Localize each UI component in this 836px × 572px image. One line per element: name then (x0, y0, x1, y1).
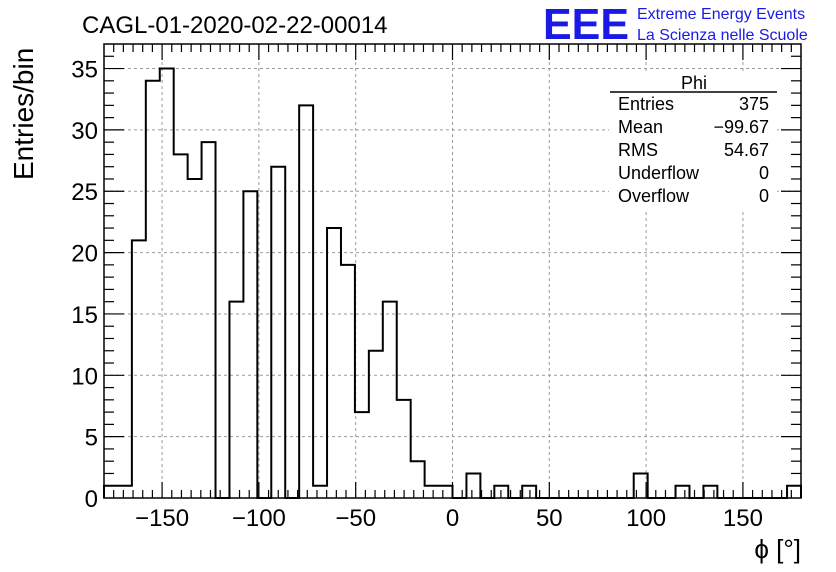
histogram-bin (271, 167, 285, 498)
histogram-bin (397, 400, 411, 498)
grid-lines (104, 44, 801, 498)
y-tick-label: 0 (85, 486, 98, 513)
histogram-bin (132, 240, 146, 498)
histogram-bin (383, 302, 397, 498)
stats-row-label: RMS (618, 140, 658, 160)
stats-row-value: 0 (759, 163, 769, 183)
histogram-bin (369, 351, 383, 498)
x-axis-label: ϕ [°] (754, 534, 801, 564)
stats-row-label: Overflow (618, 186, 690, 206)
histogram-bin (313, 486, 327, 498)
histogram-bin (676, 486, 690, 498)
histogram-bin (229, 302, 243, 498)
histogram-bin (522, 486, 536, 498)
x-tick-label: 50 (536, 505, 563, 532)
y-axis-label: Entries/bin (8, 48, 39, 180)
y-tick-label: 25 (71, 179, 98, 206)
x-tick-label: 150 (723, 505, 763, 532)
y-tick-label: 10 (71, 363, 98, 390)
stats-row-label: Underflow (618, 163, 700, 183)
logo-line-1: Extreme Energy Events (637, 6, 805, 23)
stats-row-value: −99.67 (713, 117, 769, 137)
x-tick-label: −50 (335, 505, 376, 532)
histogram-bin (411, 461, 425, 498)
stats-row-label: Mean (618, 117, 663, 137)
y-tick-label: 15 (71, 302, 98, 329)
histogram-bin (466, 473, 480, 498)
histogram-bin (787, 486, 801, 498)
stats-box-background (609, 72, 777, 210)
histogram-bin (118, 486, 132, 498)
y-tick-labels: 0 5 10 15 20 25 30 35 (71, 57, 98, 513)
eee-logo-letters: EEE (543, 0, 629, 49)
histogram-bin (425, 486, 439, 498)
histogram-bin (327, 228, 341, 498)
x-tick-label: −150 (135, 505, 189, 532)
y-tick-label: 30 (71, 118, 98, 145)
histogram-bin (243, 191, 257, 498)
histogram-bin (160, 69, 174, 498)
stats-row-value: 54.67 (724, 140, 769, 160)
chart-title: CAGL-01-2020-02-22-00014 (82, 12, 388, 39)
y-tick-label: 5 (85, 425, 98, 452)
stats-rows: Entries 375 Mean −99.67 RMS 54.67 Underflow 0 Ov… (618, 94, 769, 206)
axis-ticks (104, 44, 801, 498)
histogram-bin (703, 486, 717, 498)
x-tick-label: −100 (232, 505, 286, 532)
stats-row-value: 375 (739, 94, 769, 114)
x-tick-labels: −150 −100 −50 0 50 100 150 (135, 505, 763, 532)
histogram-bin (341, 265, 355, 498)
histogram-bin (202, 142, 216, 498)
stats-row-label: Entries (618, 94, 674, 114)
stats-box: Phi Entries 375 Mean −99.67 RMS 54.67 Underflo… (609, 72, 777, 210)
x-tick-label: 100 (626, 505, 666, 532)
y-tick-label: 35 (71, 57, 98, 84)
histogram-bin (104, 486, 118, 498)
x-tick-label: 0 (446, 505, 459, 532)
histogram-bin (439, 486, 453, 498)
stats-row-value: 0 (759, 186, 769, 206)
histogram-bin (355, 412, 369, 498)
logo-line-2: La Scienza nelle Scuole (637, 27, 808, 44)
eee-logo: EEE Extreme Energy Events La Scienza nel… (543, 0, 808, 49)
stats-title: Phi (681, 73, 707, 93)
histogram-bin (146, 81, 160, 498)
histogram-bin (174, 154, 188, 498)
histogram-bin (299, 105, 313, 498)
y-tick-label: 20 (71, 241, 98, 268)
histogram-bin (188, 179, 202, 498)
